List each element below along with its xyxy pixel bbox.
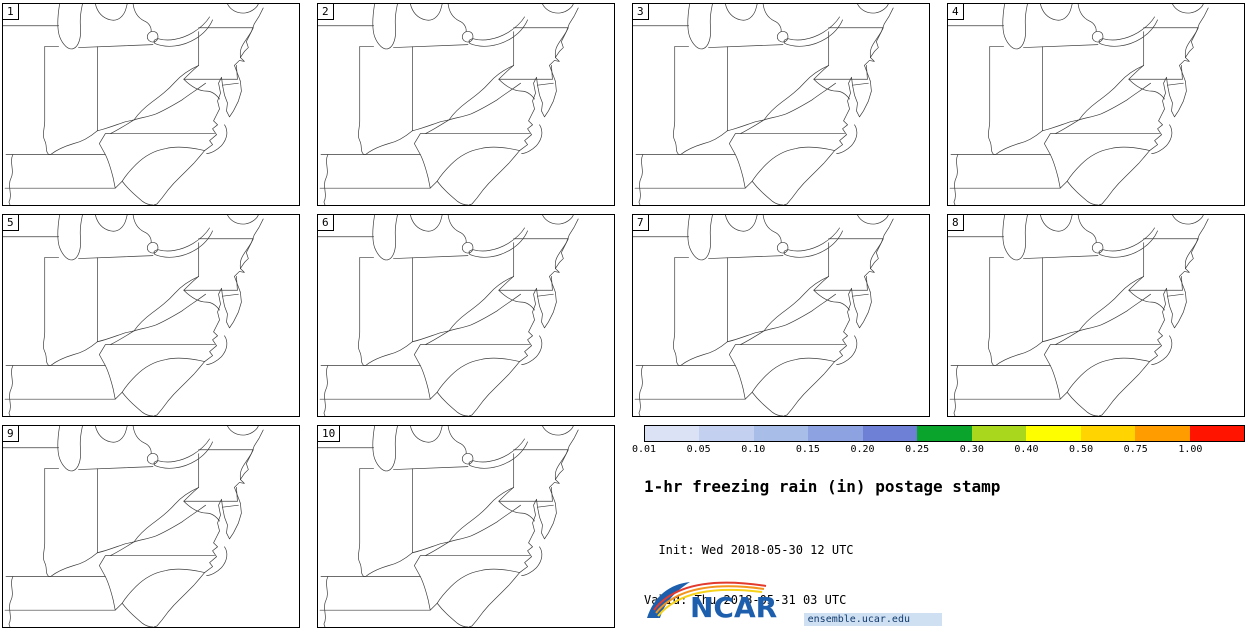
panel-number-label: 10 bbox=[317, 425, 341, 442]
panel-number-label: 6 bbox=[317, 214, 334, 231]
state-borders-map bbox=[3, 215, 264, 416]
basemap-outline bbox=[633, 4, 894, 205]
panel-number-label: 9 bbox=[2, 425, 19, 442]
panel-number-label: 7 bbox=[632, 214, 649, 231]
state-borders-map bbox=[3, 4, 264, 205]
colorbar-tick-label: 0.75 bbox=[1123, 444, 1148, 455]
colorbar-segment bbox=[1080, 426, 1136, 441]
map-panel: 6 bbox=[317, 214, 615, 417]
colorbar-tick-label: 0.40 bbox=[1014, 444, 1039, 455]
state-borders-map bbox=[633, 4, 894, 205]
basemap-outline bbox=[318, 215, 579, 416]
product-title: 1-hr freezing rain (in) postage stamp bbox=[644, 477, 1001, 496]
colorbar-tick-label: 0.25 bbox=[905, 444, 930, 455]
colorbar-tick-label: 0.05 bbox=[686, 444, 711, 455]
colorbar-tick-label: 0.15 bbox=[795, 444, 820, 455]
state-borders-map bbox=[3, 426, 264, 627]
colorbar-segment bbox=[1026, 426, 1081, 441]
state-borders-map bbox=[948, 4, 1209, 205]
basemap-outline bbox=[3, 426, 264, 627]
basemap-outline bbox=[3, 215, 264, 416]
postage-stamp-grid: 1 2 3 4 bbox=[2, 3, 1245, 628]
basemap-outline bbox=[948, 4, 1209, 205]
ensemble-url-text: ensemble.ucar.edu bbox=[803, 613, 942, 626]
basemap-outline bbox=[3, 4, 264, 205]
colorbar bbox=[644, 425, 1245, 442]
panel-number-label: 3 bbox=[632, 3, 649, 20]
basemap-outline bbox=[633, 215, 894, 416]
state-borders-map bbox=[633, 215, 894, 416]
colorbar-segment bbox=[917, 426, 972, 441]
colorbar-segment bbox=[645, 426, 700, 441]
panel-number-label: 1 bbox=[2, 3, 19, 20]
colorbar-tick-label: 1.00 bbox=[1178, 444, 1203, 455]
map-panel: 8 bbox=[947, 214, 1245, 417]
colorbar-tick-label: 0.01 bbox=[631, 444, 657, 455]
ncar-wordmark: NCAR bbox=[690, 591, 777, 622]
map-panel: 10 bbox=[317, 425, 615, 628]
colorbar-tick-label: 0.20 bbox=[850, 444, 875, 455]
colorbar-segment bbox=[1189, 426, 1244, 441]
map-panel: 1 bbox=[2, 3, 300, 206]
map-panel: 9 bbox=[2, 425, 300, 628]
colorbar-segment bbox=[1135, 426, 1190, 441]
state-borders-map bbox=[318, 215, 579, 416]
legend-and-info-area: 0.01 0.05 0.10 0.15 0.20 0.25 0.30 0.40 … bbox=[632, 425, 1245, 628]
state-borders-map bbox=[948, 215, 1209, 416]
ncar-logo-block: NCAR ensemble.ucar.edu bbox=[644, 580, 942, 626]
colorbar-tick-label: 0.50 bbox=[1069, 444, 1094, 455]
map-panel: 4 bbox=[947, 3, 1245, 206]
init-time: Init: Wed 2018-05-30 12 UTC bbox=[644, 542, 854, 557]
panel-number-label: 5 bbox=[2, 214, 19, 231]
panel-number-label: 8 bbox=[947, 214, 964, 231]
state-borders-map bbox=[318, 426, 579, 627]
state-borders-map bbox=[318, 4, 579, 205]
basemap-outline bbox=[318, 426, 579, 627]
colorbar-segment bbox=[808, 426, 863, 441]
colorbar-segment bbox=[862, 426, 918, 441]
panel-number-label: 2 bbox=[317, 3, 334, 20]
colorbar-segment bbox=[699, 426, 754, 441]
map-panel: 5 bbox=[2, 214, 300, 417]
basemap-outline bbox=[948, 215, 1209, 416]
colorbar-tick-label: 0.30 bbox=[959, 444, 984, 455]
colorbar-segment bbox=[971, 426, 1027, 441]
ncar-logo-icon: NCAR bbox=[647, 581, 777, 624]
colorbar-segment bbox=[753, 426, 809, 441]
map-panel: 7 bbox=[632, 214, 930, 417]
map-panel: 2 bbox=[317, 3, 615, 206]
map-panel: 3 bbox=[632, 3, 930, 206]
colorbar-tick-label: 0.10 bbox=[741, 444, 766, 455]
basemap-outline bbox=[318, 4, 579, 205]
panel-number-label: 4 bbox=[947, 3, 964, 20]
colorbar-labels: 0.01 0.05 0.10 0.15 0.20 0.25 0.30 0.40 … bbox=[632, 444, 1245, 459]
